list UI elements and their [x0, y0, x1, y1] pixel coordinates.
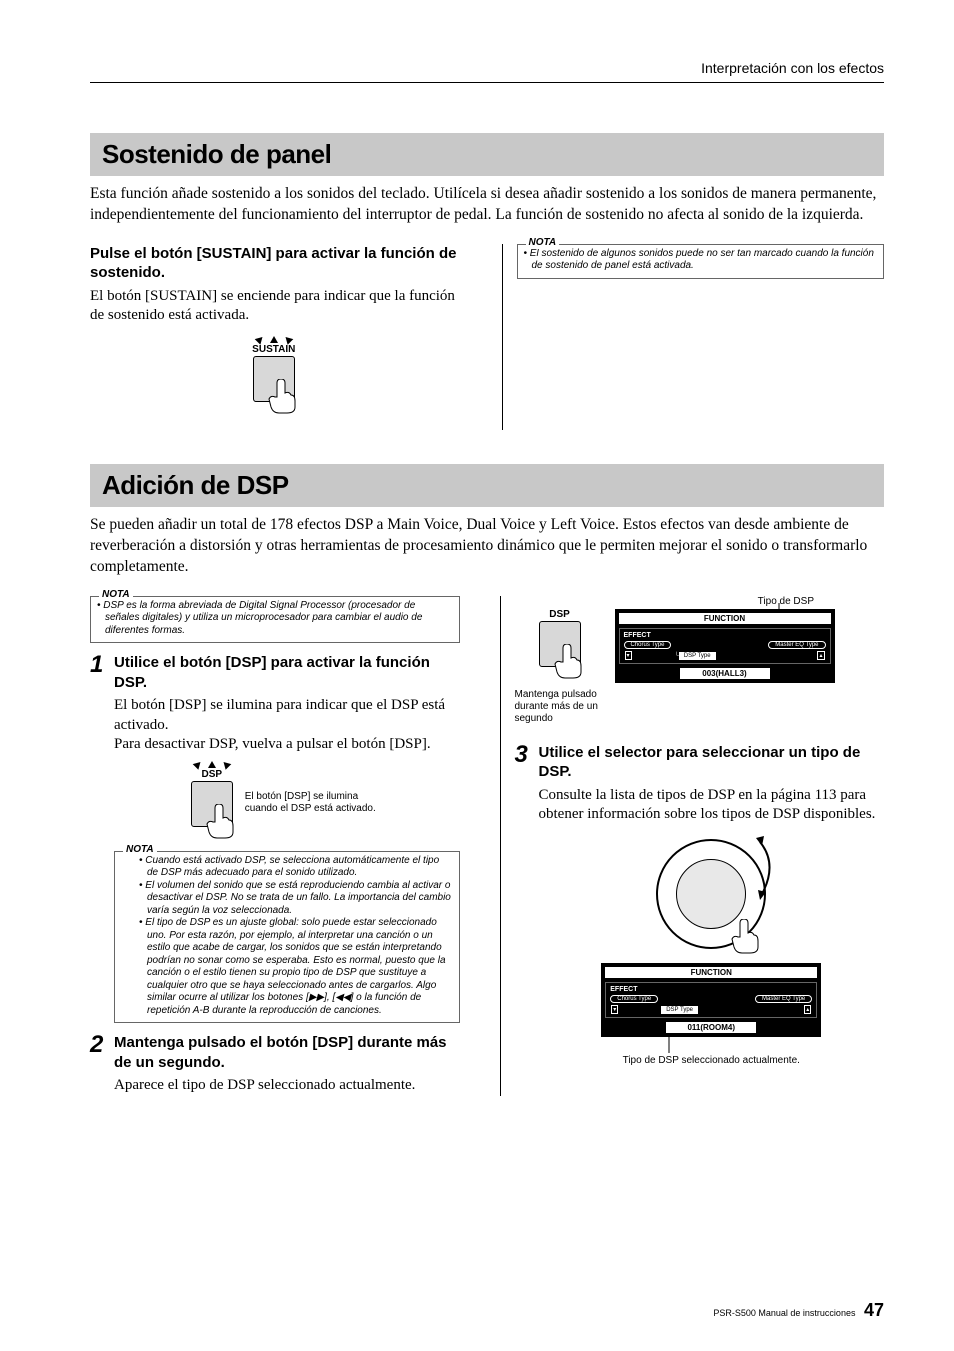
- footer-page: 47: [864, 1300, 884, 1320]
- step3-body: Consulte la lista de tipos de DSP en la …: [539, 786, 885, 825]
- nota2-item-2: • El tipo de DSP es un ajuste global: so…: [139, 917, 453, 1017]
- footer-manual: PSR-S500 Manual de instrucciones: [713, 1308, 855, 1318]
- section1-subhead: Pulse el botón [SUSTAIN] para activar la…: [90, 244, 458, 283]
- lcd-chorus: Chorus Type: [624, 641, 672, 649]
- chapter-header: Interpretación con los efectos: [90, 60, 884, 76]
- step3-head: Utilice el selector para seleccionar un …: [539, 743, 885, 782]
- section1-nota-text: • El sostenido de algunos sonidos puede …: [524, 248, 878, 273]
- dsp-type-top-label: Tipo de DSP: [515, 596, 885, 607]
- lcd-master: Master EQ Type: [768, 641, 825, 649]
- nota-label: NOTA: [123, 844, 157, 857]
- sustain-button-label: SUSTAIN: [251, 344, 297, 355]
- nota-label: NOTA: [526, 237, 560, 250]
- lcd-effect: EFFECT: [624, 632, 826, 639]
- lcd-function-2: FUNCTION: [605, 967, 817, 978]
- step-number-3: 3: [515, 743, 533, 767]
- finger-icon: [267, 379, 297, 415]
- step-number-1: 1: [90, 653, 108, 677]
- nav-left-icon: ▾: [625, 651, 632, 660]
- nota-label: NOTA: [99, 589, 133, 602]
- finger-icon: [730, 919, 760, 955]
- section1-body: El botón [SUSTAIN] se enciende para indi…: [90, 287, 458, 326]
- pointer-line-icon: [659, 1037, 679, 1057]
- step1-caption: El botón [DSP] se ilumina cuando el DSP …: [245, 791, 385, 815]
- section2-nota1-text: • DSP es la forma abreviada de Digital S…: [97, 600, 453, 638]
- lcd-screen-1: FUNCTION EFFECT Chorus Type Master EQ Ty…: [615, 609, 835, 683]
- step3-caption: Tipo de DSP seleccionado actualmente.: [539, 1055, 885, 1067]
- lcd-value-2: 011(ROOM4): [666, 1022, 756, 1033]
- dial-diagram: [539, 839, 885, 949]
- dsp-hold-diagram: DSP: [515, 609, 605, 685]
- lcd-value-1: 003(HALL3): [680, 668, 770, 679]
- nav-left-icon: ▾: [611, 1005, 618, 1014]
- section-title-sostenido: Sostenido de panel: [90, 133, 884, 176]
- rotate-arrow-icon: [754, 834, 784, 904]
- section2-intro: Se pueden añadir un total de 178 efectos…: [90, 515, 884, 578]
- section1-nota: NOTA • El sostenido de algunos sonidos p…: [517, 244, 885, 279]
- dsp-hold-label: DSP: [537, 609, 583, 620]
- section-title-dsp: Adición de DSP: [90, 464, 884, 507]
- nota2-item-1: • El volumen del sonido que se está repr…: [139, 880, 453, 918]
- step2-body: Aparece el tipo de DSP seleccionado actu…: [114, 1076, 460, 1096]
- dsp-button-diagram: DSP: [189, 761, 235, 845]
- nota2-item-0: • Cuando está activado DSP, se seleccion…: [139, 855, 453, 880]
- lcd-screen-2: FUNCTION EFFECT Chorus Type Master EQ Ty…: [601, 963, 821, 1037]
- hold-caption: Mantenga pulsado durante más de un segun…: [515, 689, 605, 725]
- nav-right-icon: ▴: [817, 651, 824, 660]
- footer: PSR-S500 Manual de instrucciones 47: [713, 1300, 884, 1321]
- section2-nota2: NOTA • Cuando está activado DSP, se sele…: [114, 851, 460, 1024]
- section2-nota1: NOTA • DSP es la forma abreviada de Digi…: [90, 596, 460, 644]
- dsp-button-label: DSP: [189, 769, 235, 780]
- lcd-dsp-2: DSP Type: [661, 1006, 698, 1014]
- lcd-chorus-2: Chorus Type: [610, 995, 658, 1003]
- finger-icon: [553, 644, 583, 680]
- step1-head: Utilice el botón [DSP] para activar la f…: [114, 653, 460, 692]
- nav-right-icon: ▴: [804, 1005, 811, 1014]
- finger-icon: [205, 804, 235, 840]
- sustain-button-diagram: SUSTAIN: [90, 336, 458, 420]
- step2-head: Mantenga pulsado el botón [DSP] durante …: [114, 1033, 460, 1072]
- step-number-2: 2: [90, 1033, 108, 1057]
- section1-intro: Esta función añade sostenido a los sonid…: [90, 184, 884, 226]
- step1-body: El botón [DSP] se ilumina para indicar q…: [114, 696, 460, 755]
- lcd-master-2: Master EQ Type: [755, 995, 812, 1003]
- header-divider: [90, 82, 884, 83]
- lcd-effect-2: EFFECT: [610, 986, 812, 993]
- lcd-dsp: DSP Type: [679, 652, 716, 660]
- lcd-function: FUNCTION: [619, 613, 831, 624]
